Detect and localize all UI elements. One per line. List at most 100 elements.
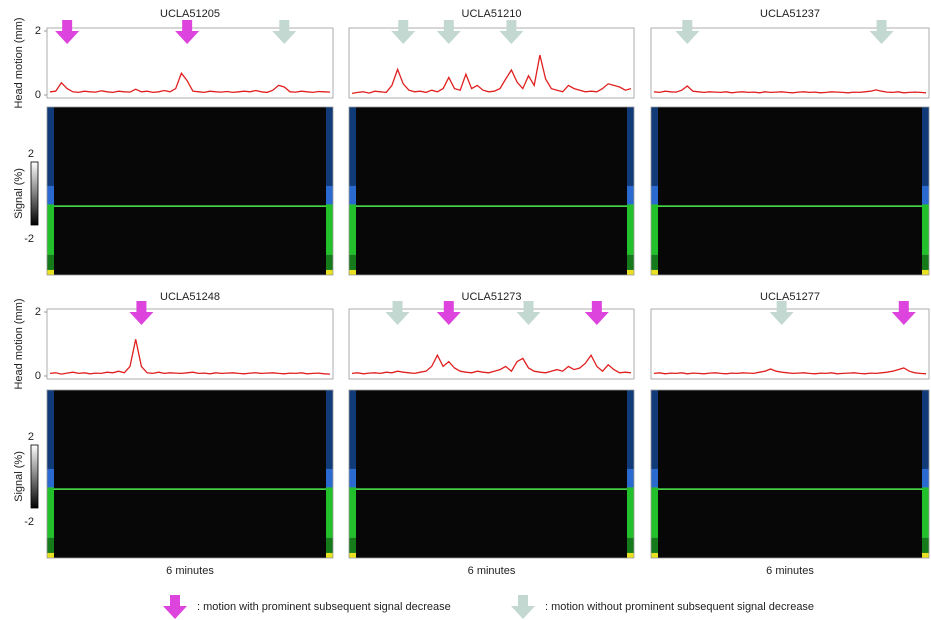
motion-arrow (175, 20, 200, 44)
colorbar-label: Signal (%) (13, 168, 25, 219)
network-bar (47, 254, 54, 270)
network-bar (651, 468, 658, 488)
network-bar (627, 185, 634, 205)
motion-line (49, 71, 331, 94)
network-bar (627, 269, 634, 275)
network-bar (349, 552, 356, 558)
panel-title: UCLA51237 (760, 8, 820, 20)
motion-arrow (584, 301, 609, 325)
colorbar-tick-label: 2 (28, 431, 34, 443)
network-bar (47, 269, 54, 275)
network-bar (47, 185, 54, 205)
network-bar (349, 468, 356, 488)
motion-frame (46, 308, 334, 380)
network-bar (627, 254, 634, 270)
network-bar (47, 487, 54, 538)
network-bar (47, 468, 54, 488)
network-bar (326, 390, 333, 469)
carpet-plot (348, 106, 635, 276)
network-bar (349, 107, 356, 186)
carpet-plot (650, 106, 930, 276)
colorbar (30, 161, 39, 226)
carpet-frame (46, 389, 334, 559)
carpet-frame (650, 106, 930, 276)
network-bar (47, 390, 54, 469)
motion-arrow (129, 301, 154, 325)
network-bar (349, 269, 356, 275)
network-bar (627, 107, 634, 186)
motion-frame (650, 27, 930, 99)
colorbar-tick-label: 2 (28, 148, 34, 160)
network-bar (627, 487, 634, 538)
network-bar (922, 107, 929, 186)
network-bar (47, 204, 54, 255)
motion-arrow (55, 20, 80, 44)
network-bar (922, 254, 929, 270)
motion-arrow (675, 20, 700, 44)
network-bar (651, 390, 658, 469)
motion-arrow (869, 20, 894, 44)
motion-line (351, 353, 632, 375)
network-bar (651, 537, 658, 553)
network-bar (922, 185, 929, 205)
network-bar (349, 487, 356, 538)
y-axis-label: Head motion (mm) (13, 298, 25, 389)
network-bar (627, 390, 634, 469)
motion-frame (348, 308, 635, 380)
motion-frame (650, 308, 930, 380)
colorbar-tick-label: -2 (24, 233, 34, 245)
network-bar (651, 487, 658, 538)
network-bar (922, 390, 929, 469)
network-bar (349, 537, 356, 553)
carpet-plot (348, 389, 635, 559)
legend-text: : motion with prominent subsequent signa… (197, 601, 451, 613)
network-bar (349, 254, 356, 270)
network-bar (627, 537, 634, 553)
motion-line (653, 85, 927, 94)
network-bar (326, 254, 333, 270)
carpet-texture (356, 390, 627, 558)
motion-frame (348, 27, 635, 99)
network-bar (651, 107, 658, 186)
network-bar (922, 269, 929, 275)
network-bar (651, 185, 658, 205)
network-bar (651, 269, 658, 275)
panel-title: UCLA51277 (760, 291, 820, 303)
legend-arrow (511, 595, 535, 619)
carpet-texture (658, 107, 922, 275)
network-bar (349, 185, 356, 205)
network-bar (326, 185, 333, 205)
network-bar (627, 204, 634, 255)
y-tick-label: 0 (35, 89, 41, 101)
motion-arrow (769, 301, 794, 325)
network-bar (922, 552, 929, 558)
panel-title: UCLA51273 (462, 291, 522, 303)
network-bar (349, 204, 356, 255)
panel-title: UCLA51205 (160, 8, 220, 20)
motion-line (49, 339, 331, 375)
motion-line (351, 54, 632, 95)
panel-title: UCLA51248 (160, 291, 220, 303)
network-bar (326, 468, 333, 488)
motion-arrow (436, 301, 461, 325)
network-bar (627, 468, 634, 488)
carpet-texture (658, 390, 922, 558)
motion-arrow (385, 301, 410, 325)
colorbar (30, 444, 39, 509)
motion-line (653, 367, 927, 375)
network-bar (922, 204, 929, 255)
x-axis-label: 6 minutes (468, 565, 516, 577)
network-bar (326, 269, 333, 275)
y-tick-label: 0 (35, 370, 41, 382)
y-axis-label: Head motion (mm) (13, 17, 25, 108)
network-bar (627, 552, 634, 558)
network-bar (349, 390, 356, 469)
y-tick-label: 2 (35, 306, 41, 318)
network-bar (922, 537, 929, 553)
motion-arrow (499, 20, 524, 44)
colorbar-tick-label: -2 (24, 516, 34, 528)
network-bar (47, 537, 54, 553)
network-bar (326, 487, 333, 538)
network-bar (651, 254, 658, 270)
